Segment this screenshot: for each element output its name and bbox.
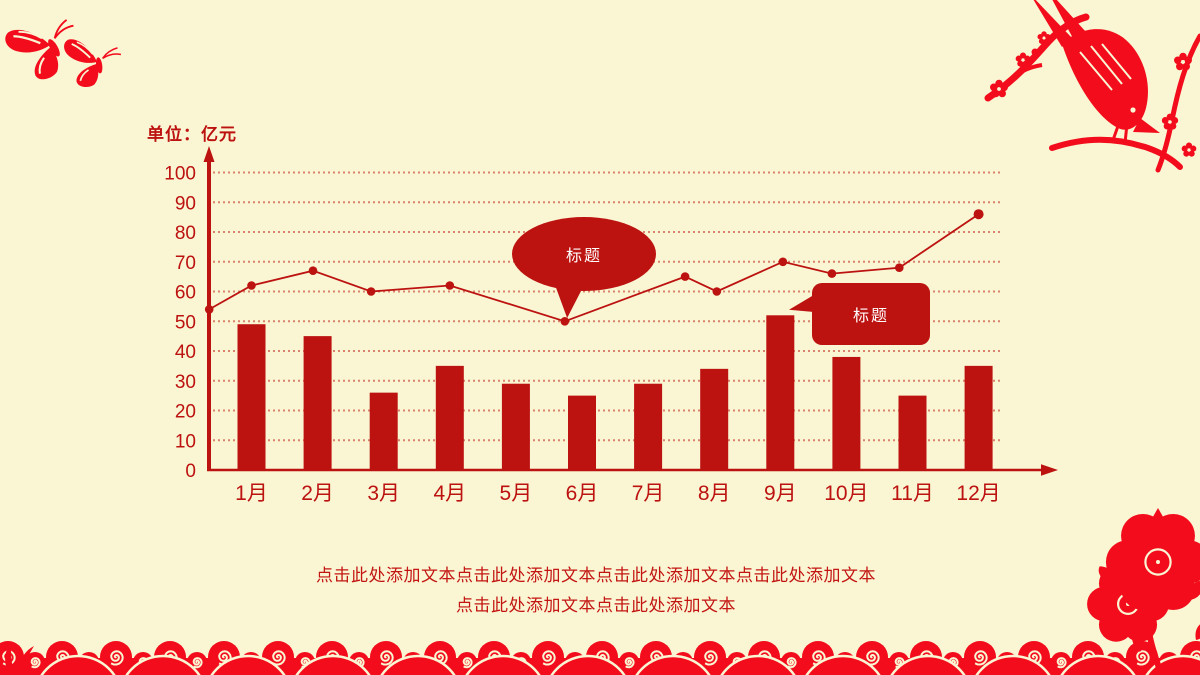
bar-1月 xyxy=(237,324,266,470)
x-label-2月: 2月 xyxy=(301,482,334,505)
paper-cut-flower-decoration xyxy=(1087,508,1200,675)
bar-9月 xyxy=(766,315,795,470)
body-text-line-1[interactable]: 点击此处添加文本点击此处添加文本点击此处添加文本点击此处添加文本 xyxy=(316,566,876,585)
x-label-10月: 10月 xyxy=(824,482,868,505)
callout-ellipse[interactable]: 标题 xyxy=(512,217,656,291)
bar-10月 xyxy=(832,356,861,470)
bar-8月 xyxy=(700,368,729,470)
trend-point-60 xyxy=(712,287,722,296)
y-axis-arrow xyxy=(203,146,215,162)
x-label-5月: 5月 xyxy=(500,482,533,505)
x-label-3月: 3月 xyxy=(367,482,400,505)
body-text-line-2[interactable]: 点击此处添加文本点击此处添加文本 xyxy=(456,596,736,615)
x-axis-arrow xyxy=(1041,464,1058,476)
trend-point-70 xyxy=(778,257,788,267)
trend-point-62 xyxy=(445,281,455,290)
bar-2月 xyxy=(303,336,332,470)
chart-bars xyxy=(237,315,993,470)
y-tick-60: 60 xyxy=(175,283,196,304)
chart-trend-line xyxy=(204,209,984,326)
trend-point-50 xyxy=(560,317,570,326)
bar-6月 xyxy=(568,395,596,470)
y-tick-70: 70 xyxy=(175,253,196,274)
bar-11月 xyxy=(898,395,927,470)
trend-point-62 xyxy=(247,281,256,290)
trend-point-65 xyxy=(680,272,690,281)
bar-3月 xyxy=(369,392,398,470)
chart-axes xyxy=(203,146,1058,476)
callout-rect-label: 标题 xyxy=(852,308,889,325)
trend-line-path xyxy=(208,213,980,323)
y-tick-80: 80 xyxy=(175,223,196,244)
y-tick-20: 20 xyxy=(175,402,196,423)
y-tick-30: 30 xyxy=(175,372,196,393)
y-tick-90: 90 xyxy=(175,193,196,214)
y-tick-0: 0 xyxy=(185,461,196,482)
y-axis-tick-labels: 0 10 20 30 40 50 60 70 80 90 100 xyxy=(164,164,196,483)
y-tick-40: 40 xyxy=(175,342,196,363)
x-label-7月: 7月 xyxy=(632,482,665,505)
x-label-8月: 8月 xyxy=(698,482,731,505)
x-label-6月: 6月 xyxy=(566,482,599,505)
axis-unit-label: 单位：亿元 xyxy=(147,125,237,144)
trend-point-66 xyxy=(827,269,837,278)
paper-cut-bird-decoration xyxy=(984,0,1200,173)
butterfly-icon xyxy=(5,19,74,80)
trend-point-67 xyxy=(308,266,318,276)
trend-point-86 xyxy=(973,209,984,220)
trend-point-60 xyxy=(366,287,376,296)
bar-12月 xyxy=(964,365,993,470)
x-label-4月: 4月 xyxy=(433,482,466,505)
bar-7月 xyxy=(634,383,663,470)
trend-point-54 xyxy=(204,305,214,314)
y-tick-50: 50 xyxy=(175,312,196,333)
callout-ellipse-label: 标题 xyxy=(565,248,602,265)
y-tick-10: 10 xyxy=(175,431,196,452)
butterfly-icon xyxy=(64,39,122,88)
x-label-1月: 1月 xyxy=(235,482,268,505)
x-label-12月: 12月 xyxy=(956,482,1000,505)
x-label-9月: 9月 xyxy=(764,482,797,505)
x-label-11月: 11月 xyxy=(891,482,934,505)
y-tick-100: 100 xyxy=(164,164,196,185)
bar-4月 xyxy=(435,365,464,470)
x-axis-category-labels: 1月 2月 3月 4月 5月 6月 7月 8月 9月 10月 11月 12月 xyxy=(235,482,1001,505)
bar-5月 xyxy=(501,383,530,470)
bottom-border-pattern xyxy=(0,641,1200,675)
trend-point-68 xyxy=(895,263,904,273)
callout-rect[interactable]: 标题 xyxy=(812,283,930,345)
